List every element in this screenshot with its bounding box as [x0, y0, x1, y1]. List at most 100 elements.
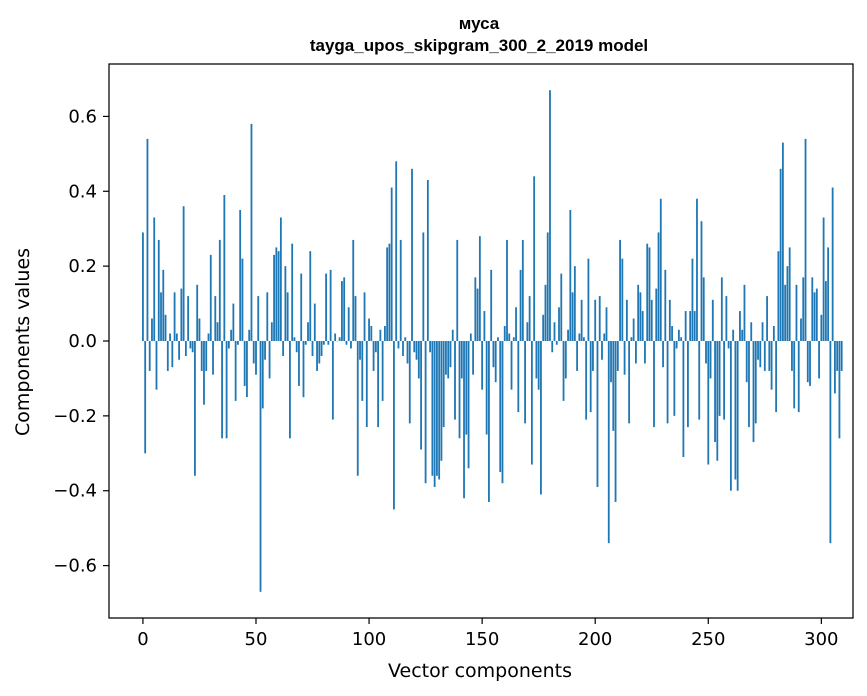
bar — [637, 284, 640, 341]
bar — [153, 217, 156, 341]
bar — [352, 239, 355, 341]
bar — [413, 341, 416, 353]
bar — [148, 341, 151, 371]
bar — [483, 311, 486, 341]
bar — [492, 341, 495, 368]
bar — [639, 292, 642, 341]
bar — [510, 341, 513, 390]
bar — [359, 341, 361, 360]
bar — [184, 341, 187, 356]
bar — [621, 258, 624, 341]
bar — [709, 341, 712, 379]
bar — [207, 333, 210, 341]
bar — [490, 269, 493, 341]
bar — [569, 209, 572, 341]
bar — [478, 236, 481, 341]
bar — [573, 266, 576, 341]
bar — [386, 247, 389, 341]
bar — [356, 341, 359, 476]
bar — [723, 341, 726, 420]
bar — [596, 341, 599, 487]
bar — [388, 243, 391, 341]
x-tick-label: 250 — [691, 629, 725, 650]
bar — [666, 341, 669, 424]
bar — [426, 180, 429, 341]
bar — [752, 341, 755, 443]
bar — [402, 341, 404, 356]
bar — [393, 341, 395, 510]
bar — [270, 322, 273, 341]
bar — [239, 209, 242, 341]
bar — [727, 341, 730, 349]
bar — [194, 341, 196, 476]
bar — [341, 281, 343, 341]
bar — [178, 341, 181, 360]
bar — [180, 288, 183, 341]
x-tick-label: 300 — [804, 629, 838, 650]
bar — [829, 341, 832, 544]
bar — [155, 341, 158, 390]
bar — [802, 277, 805, 341]
bar — [585, 341, 588, 420]
bar — [578, 333, 581, 341]
bar — [635, 341, 637, 364]
bar — [655, 288, 658, 341]
bar — [766, 296, 768, 341]
bar — [506, 239, 508, 341]
bar — [182, 206, 185, 341]
y-axis-label: Components values — [12, 248, 34, 436]
bar — [316, 341, 318, 371]
y-tick-label: −0.6 — [53, 556, 97, 577]
bar — [325, 273, 327, 341]
bar — [440, 341, 443, 461]
bar — [754, 341, 757, 424]
bar — [160, 292, 162, 341]
bar — [370, 326, 373, 341]
bar — [261, 341, 264, 409]
bar — [309, 251, 312, 341]
bar — [203, 341, 205, 405]
bar — [237, 341, 239, 345]
bar — [209, 254, 212, 341]
bar — [614, 341, 617, 502]
bar — [587, 258, 590, 341]
bar — [279, 217, 282, 341]
bar — [564, 341, 567, 379]
bar — [612, 341, 615, 431]
bar — [327, 341, 330, 345]
bar — [757, 341, 759, 360]
bar — [302, 341, 305, 398]
bar — [662, 341, 664, 368]
bar — [379, 329, 382, 341]
bar — [171, 341, 174, 368]
bar — [313, 303, 316, 341]
bar — [793, 341, 796, 409]
bar — [289, 341, 291, 439]
bar — [438, 341, 441, 480]
x-axis: 0 50 100 150 200 250 300 — [137, 618, 839, 650]
bar — [212, 341, 214, 375]
bar — [553, 322, 556, 341]
bar — [815, 288, 818, 341]
bar — [707, 341, 710, 465]
bar — [417, 341, 420, 379]
bar — [223, 195, 226, 341]
bar — [255, 341, 257, 375]
bar — [716, 341, 719, 461]
bar — [173, 292, 176, 341]
bar — [454, 341, 456, 420]
bar — [361, 341, 364, 401]
bar — [791, 341, 793, 371]
bar — [216, 322, 219, 341]
bar — [515, 307, 517, 341]
bar — [840, 341, 843, 371]
bar — [447, 341, 450, 379]
bar — [142, 232, 144, 341]
bar — [592, 341, 594, 371]
y-tick-label: 0.4 — [68, 181, 97, 202]
y-tick-label: −0.2 — [53, 406, 97, 427]
bar — [601, 341, 603, 360]
bar — [784, 284, 787, 341]
bar — [257, 296, 260, 341]
bar — [218, 239, 221, 341]
